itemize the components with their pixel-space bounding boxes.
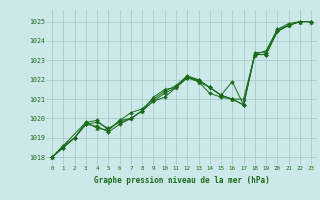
X-axis label: Graphe pression niveau de la mer (hPa): Graphe pression niveau de la mer (hPa)	[94, 176, 269, 185]
